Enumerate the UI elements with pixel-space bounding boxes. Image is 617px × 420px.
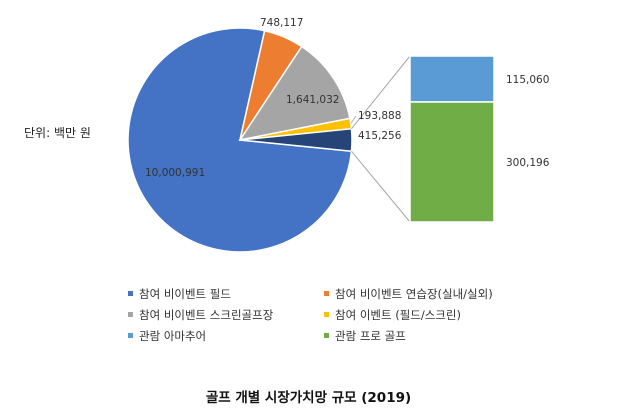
data-label-1: 748,117 (260, 17, 303, 29)
unit-label: 단위: 백만 원 (24, 126, 91, 140)
legend-swatch (324, 291, 329, 296)
legend-item-0: 참여 비이벤트 필드 (128, 286, 324, 301)
legend-label: 참여 이벤트 (필드/스크린) (335, 307, 461, 322)
data-label-3: 193,888 (358, 110, 401, 122)
pie-slice-2 (238, 45, 351, 142)
legend-item-4: 관람 아마추어 (128, 328, 324, 343)
legend-label: 참여 비이벤트 필드 (139, 286, 231, 301)
legend-item-1: 참여 비이벤트 연습장(실내/실외) (324, 286, 568, 301)
pie-slice-4 (239, 127, 353, 153)
legend-swatch (128, 291, 133, 296)
pie-slices (127, 27, 353, 253)
legend-label: 참여 비이벤트 연습장(실내/실외) (335, 286, 493, 301)
legend-item-3: 참여 이벤트 (필드/스크린) (324, 307, 568, 322)
connector-line-top (351, 55, 411, 130)
chart-title: 골프 개별 시장가치망 규모 (2019) (205, 390, 412, 406)
data-labels: 10,000,991 748,117 1,641,032 193,888 415,256… (145, 17, 550, 179)
data-label-2: 1,641,032 (286, 94, 339, 106)
breakout-label-1: 300,196 (506, 157, 550, 169)
legend-swatch (324, 333, 329, 338)
chart-legend: 참여 비이벤트 필드 참여 비이벤트 연습장(실내/실외) 참여 비이벤트 스크린골… (128, 286, 568, 343)
legend-swatch (324, 312, 329, 317)
legend-item-5: 관람 프로 골프 (324, 328, 568, 343)
legend-label: 관람 프로 골프 (335, 328, 406, 343)
legend-swatch (128, 312, 133, 317)
breakout-stacked-bar (409, 55, 495, 223)
breakout-connector-lines (351, 55, 411, 223)
legend-label: 참여 비이벤트 스크린골프장 (139, 307, 274, 322)
leader-line (350, 115, 357, 124)
data-label-0: 10,000,991 (145, 167, 205, 179)
connector-line-bottom (351, 150, 411, 223)
breakout-bar-segment-0 (409, 55, 495, 103)
legend-item-2: 참여 비이벤트 스크린골프장 (128, 307, 324, 322)
legend-label: 관람 아마추어 (139, 328, 207, 343)
breakout-label-0: 115,060 (506, 74, 549, 86)
breakout-bar-segment-1 (409, 101, 495, 223)
data-label-4: 415,256 (358, 130, 402, 142)
legend-swatch (128, 333, 133, 338)
